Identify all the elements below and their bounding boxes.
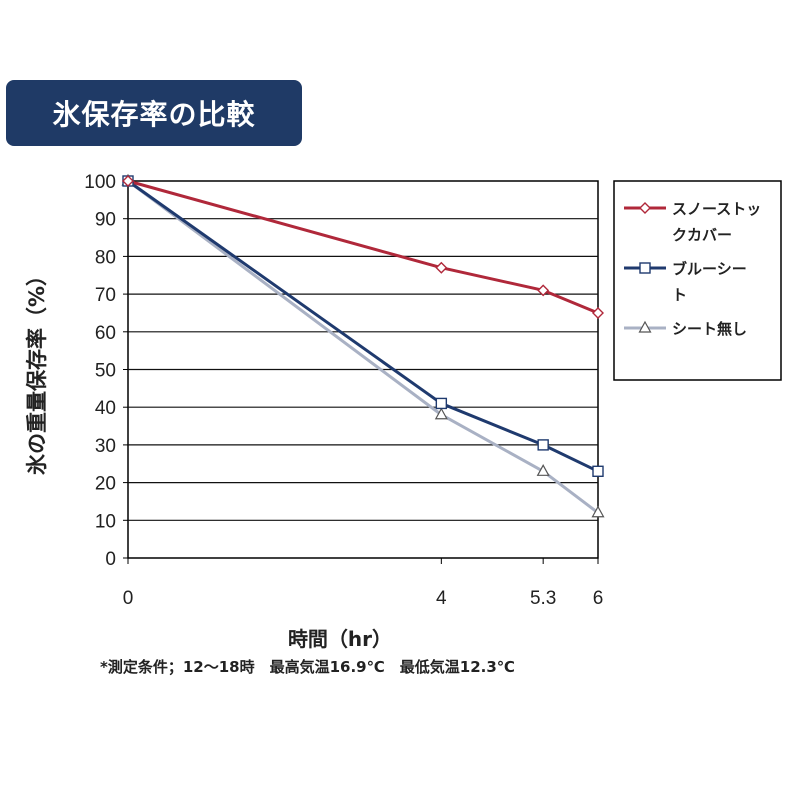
data-point bbox=[639, 262, 651, 274]
series-group bbox=[121, 173, 605, 518]
data-point bbox=[537, 439, 549, 451]
data-point bbox=[638, 320, 652, 333]
y-tick-label: 80 bbox=[95, 247, 116, 268]
series-line bbox=[127, 179, 599, 473]
y-tick-label: 10 bbox=[95, 511, 116, 532]
y-tick-label: 70 bbox=[95, 285, 116, 306]
x-axis-title: 時間（hr） bbox=[288, 627, 392, 651]
y-tick-label: 30 bbox=[95, 436, 116, 457]
grid-lines bbox=[128, 218, 598, 521]
x-axis-ticks: 0 4 5.3 6 bbox=[123, 558, 604, 609]
data-point bbox=[122, 175, 134, 187]
legend-label: クカバー bbox=[672, 226, 732, 244]
y-tick-label: 100 bbox=[84, 172, 116, 193]
y-tick-label: 40 bbox=[95, 398, 116, 419]
data-point bbox=[536, 464, 550, 476]
series-line bbox=[127, 179, 599, 514]
x-tick-label: 4 bbox=[436, 588, 447, 609]
data-point bbox=[639, 202, 651, 214]
data-point bbox=[435, 261, 448, 274]
y-tick-label: 0 bbox=[105, 549, 116, 570]
y-tick-label: 60 bbox=[95, 323, 116, 344]
series-markers-diamond bbox=[122, 175, 604, 319]
data-point bbox=[435, 397, 448, 410]
series-diamond bbox=[127, 179, 599, 315]
series-square bbox=[127, 179, 599, 473]
series-triangle bbox=[127, 179, 599, 514]
footnote: *測定条件；12～18時 最高気温16.9℃ 最低気温12.3℃ bbox=[100, 658, 515, 676]
data-point bbox=[434, 407, 448, 420]
series-line bbox=[127, 179, 599, 315]
legend-label: スノーストッ bbox=[672, 200, 761, 218]
x-tick-label: 0 bbox=[123, 588, 134, 609]
x-tick-label: 5.3 bbox=[530, 588, 556, 609]
legend-box bbox=[613, 180, 782, 381]
y-tick-label: 20 bbox=[95, 474, 116, 495]
y-tick-label: 50 bbox=[95, 361, 116, 382]
y-axis-ticks: 0 10 20 30 40 50 60 70 80 90 100 bbox=[84, 172, 128, 570]
data-point bbox=[592, 465, 604, 477]
data-point bbox=[592, 306, 604, 319]
legend-label: ト bbox=[672, 286, 687, 304]
legend-label: シート無し bbox=[672, 320, 747, 338]
y-tick-label: 90 bbox=[95, 210, 116, 231]
legend-entry: シート無し bbox=[624, 320, 747, 338]
data-point bbox=[591, 505, 605, 518]
data-point bbox=[537, 284, 550, 297]
y-axis-title: 氷の重量保存率（%） bbox=[25, 265, 49, 475]
chart-title: 氷保存率の比較 bbox=[6, 80, 302, 146]
x-tick-label: 6 bbox=[593, 588, 604, 609]
legend-label: ブルーシー bbox=[672, 260, 747, 278]
